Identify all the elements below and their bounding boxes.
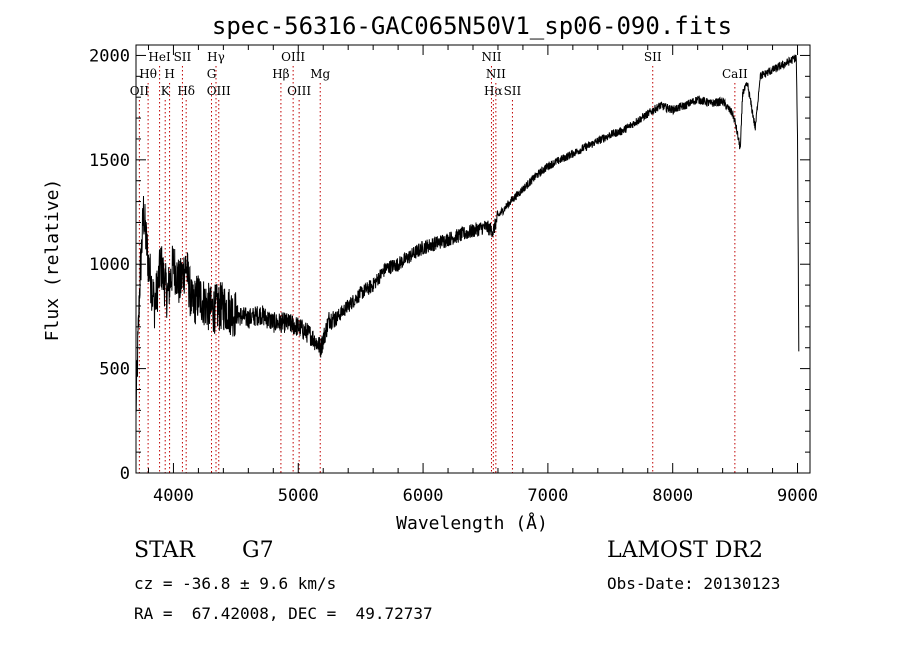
line-marker-label: G bbox=[207, 67, 217, 81]
line-marker-label: OIII bbox=[207, 84, 231, 98]
line-marker-label: CaII bbox=[722, 67, 748, 81]
line-marker-label: NII bbox=[486, 67, 506, 81]
line-marker-label: OIII bbox=[281, 50, 305, 64]
chart-title: spec-56316-GAC065N50V1_sp06-090.fits bbox=[212, 12, 732, 40]
line-marker-label: Mg bbox=[310, 67, 330, 81]
x-tick-label: 8000 bbox=[652, 486, 693, 506]
spectrum-series bbox=[135, 54, 800, 412]
obs-date-text: Obs-Date: 20130123 bbox=[607, 574, 781, 593]
line-marker-label: Hθ bbox=[139, 67, 157, 81]
x-tick-label: 9000 bbox=[777, 486, 818, 506]
object-subclass: G7 bbox=[242, 538, 274, 563]
line-marker-label: Hβ bbox=[272, 67, 289, 81]
line-marker-label: SII bbox=[174, 50, 192, 64]
y-tick-label: 1000 bbox=[89, 255, 130, 275]
x-tick-label: 7000 bbox=[527, 486, 568, 506]
redshift-text: cz = -36.8 ± 9.6 km/s bbox=[134, 574, 337, 593]
y-axis-label: Flux (relative) bbox=[42, 179, 63, 342]
line-marker-label: Hγ bbox=[207, 50, 225, 64]
x-axis-label: Wavelength (Å) bbox=[396, 512, 548, 534]
line-marker-label: OII bbox=[130, 84, 150, 98]
spectrum-line bbox=[135, 54, 800, 412]
y-tick-label: 500 bbox=[99, 360, 130, 380]
y-tick-label: 1500 bbox=[89, 151, 130, 171]
y-tick-label: 2000 bbox=[89, 46, 130, 66]
axis-ticks: 4000 5000 6000 7000 8000 9000 0 500 1000 1500 2000 bbox=[89, 45, 818, 506]
line-marker-label: Hα bbox=[484, 84, 503, 98]
line-marker-label: SII bbox=[504, 84, 522, 98]
line-marker-label: Hδ bbox=[177, 84, 195, 98]
x-tick-label: 6000 bbox=[403, 486, 444, 506]
line-marker-label: OIII bbox=[287, 84, 311, 98]
y-tick-label: 0 bbox=[120, 464, 130, 484]
coordinates-text: RA = 67.42008, DEC = 49.72737 bbox=[134, 604, 433, 623]
line-marker-label: K bbox=[161, 84, 171, 98]
line-markers: OIIHθHeIKHSIIHδGHγOIIIHβOIIIOIIIMgNIIHαN… bbox=[130, 50, 748, 473]
line-marker-label: SII bbox=[644, 50, 662, 64]
x-tick-label: 4000 bbox=[153, 486, 194, 506]
object-class: STAR bbox=[134, 538, 195, 563]
plot-frame bbox=[135, 44, 811, 474]
x-tick-label: 5000 bbox=[278, 486, 319, 506]
line-marker-label: H bbox=[164, 67, 174, 81]
line-marker-label: HeI bbox=[148, 50, 171, 64]
survey-name: LAMOST DR2 bbox=[607, 538, 763, 563]
line-marker-label: NII bbox=[481, 50, 501, 64]
